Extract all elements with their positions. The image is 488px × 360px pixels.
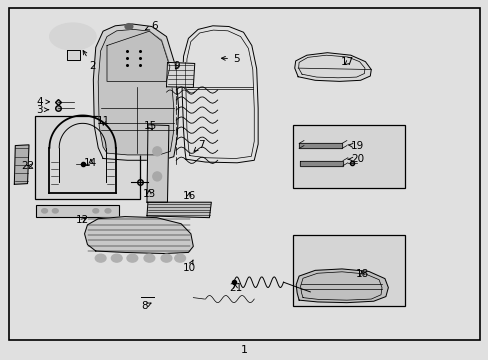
Text: 12: 12 bbox=[76, 215, 89, 225]
Polygon shape bbox=[166, 62, 194, 87]
Polygon shape bbox=[182, 26, 258, 163]
Text: 8: 8 bbox=[141, 301, 151, 311]
Ellipse shape bbox=[153, 147, 161, 156]
Polygon shape bbox=[107, 31, 169, 81]
Text: 2: 2 bbox=[83, 50, 96, 71]
Bar bbox=[293, 235, 405, 306]
Circle shape bbox=[105, 209, 111, 213]
Text: 17: 17 bbox=[340, 57, 353, 67]
Polygon shape bbox=[147, 202, 211, 218]
Text: 10: 10 bbox=[182, 260, 195, 273]
Text: 16: 16 bbox=[182, 191, 195, 201]
Circle shape bbox=[161, 254, 171, 262]
Circle shape bbox=[41, 209, 47, 213]
Text: 13: 13 bbox=[142, 189, 156, 199]
Bar bbox=[35, 116, 140, 199]
Polygon shape bbox=[98, 30, 173, 155]
Text: 4: 4 bbox=[36, 97, 49, 107]
Polygon shape bbox=[296, 269, 387, 303]
Bar bbox=[293, 125, 405, 188]
Polygon shape bbox=[300, 161, 342, 166]
Polygon shape bbox=[147, 125, 168, 202]
Text: 7: 7 bbox=[194, 140, 204, 151]
Polygon shape bbox=[84, 217, 193, 253]
Text: 15: 15 bbox=[143, 121, 157, 131]
Circle shape bbox=[52, 209, 58, 213]
Text: 18: 18 bbox=[355, 269, 368, 279]
Polygon shape bbox=[14, 145, 29, 184]
Text: 6: 6 bbox=[145, 21, 158, 31]
Text: 5: 5 bbox=[221, 54, 239, 64]
Ellipse shape bbox=[153, 172, 161, 181]
Text: 19: 19 bbox=[347, 141, 363, 151]
Text: 3: 3 bbox=[36, 105, 48, 115]
Text: 14: 14 bbox=[84, 158, 97, 168]
Ellipse shape bbox=[50, 23, 96, 50]
Polygon shape bbox=[299, 143, 341, 148]
Polygon shape bbox=[66, 50, 80, 60]
Bar bbox=[36, 205, 119, 217]
Polygon shape bbox=[93, 24, 178, 160]
Circle shape bbox=[144, 254, 155, 262]
Text: 1: 1 bbox=[241, 345, 247, 355]
Circle shape bbox=[125, 24, 133, 30]
Text: 22: 22 bbox=[21, 161, 34, 171]
Circle shape bbox=[111, 254, 122, 262]
Text: 9: 9 bbox=[173, 61, 180, 71]
Circle shape bbox=[127, 254, 138, 262]
Text: 21: 21 bbox=[228, 283, 242, 293]
Circle shape bbox=[174, 254, 185, 262]
Text: 20: 20 bbox=[347, 154, 363, 164]
Polygon shape bbox=[294, 53, 370, 81]
Text: 11: 11 bbox=[97, 116, 110, 126]
Circle shape bbox=[93, 209, 99, 213]
Circle shape bbox=[95, 254, 106, 262]
